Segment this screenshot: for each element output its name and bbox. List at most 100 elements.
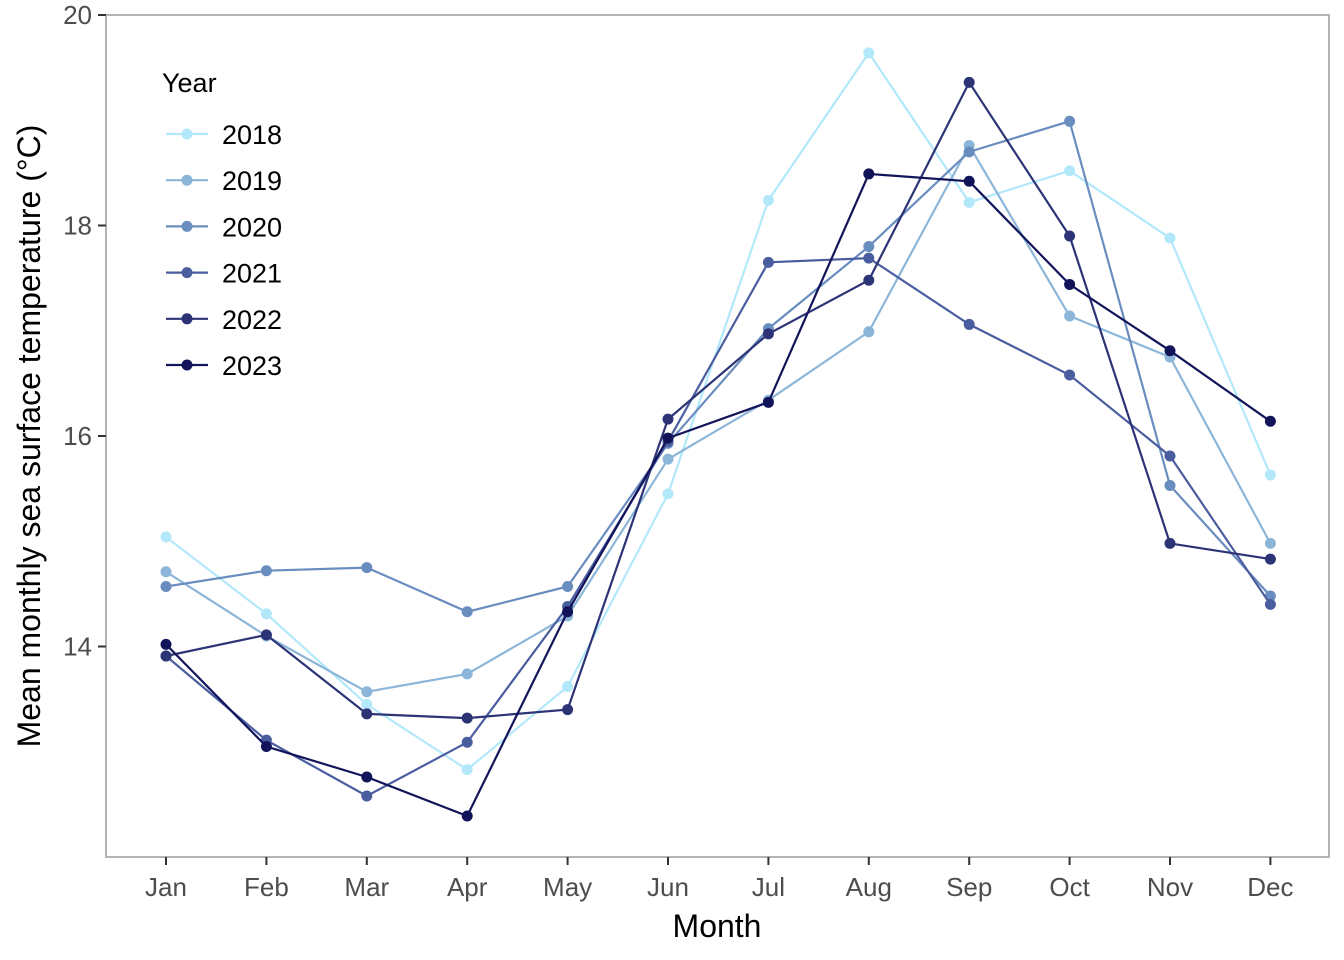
x-tick-label: Feb [244, 872, 289, 902]
data-point [1064, 115, 1076, 127]
data-point [361, 686, 373, 698]
series-layer [160, 47, 1276, 822]
x-tick-label: May [543, 872, 592, 902]
data-point [1264, 553, 1276, 565]
x-tick-label: Jun [647, 872, 689, 902]
data-point [1064, 278, 1076, 290]
series-2023 [160, 168, 1276, 822]
data-point [1164, 450, 1176, 462]
data-point [662, 432, 674, 444]
legend-item: 2021 [166, 259, 282, 289]
data-point [1164, 345, 1176, 357]
data-point [361, 562, 373, 574]
data-point [1164, 232, 1176, 244]
data-point [863, 326, 875, 338]
data-point [963, 318, 975, 330]
data-point [1164, 479, 1176, 491]
x-tick-label: Oct [1049, 872, 1090, 902]
y-tick-label: 20 [63, 0, 92, 30]
series-line [165, 143, 1272, 693]
data-point [1064, 369, 1076, 381]
x-tick-label: Jan [145, 872, 187, 902]
data-point [662, 413, 674, 425]
data-point [1264, 469, 1276, 481]
series-line [165, 172, 1272, 818]
data-point [1064, 230, 1076, 242]
legend-title: Year [162, 68, 217, 98]
x-tick-label: Jul [752, 872, 785, 902]
data-point [361, 708, 373, 720]
data-point [863, 47, 875, 59]
legend-label: 2021 [222, 259, 282, 289]
legend-label: 2020 [222, 212, 282, 242]
data-point [361, 790, 373, 802]
x-tick-label: Aug [846, 872, 892, 902]
data-point [1264, 415, 1276, 427]
data-point [963, 76, 975, 88]
data-point [160, 531, 172, 543]
legend-label: 2019 [222, 166, 282, 196]
data-point [863, 241, 875, 253]
legend-key-point [181, 220, 193, 232]
data-point [963, 146, 975, 158]
data-point [461, 736, 473, 748]
data-point [260, 565, 272, 577]
x-tick-label: Sep [946, 872, 992, 902]
data-point [662, 488, 674, 500]
data-point [461, 810, 473, 822]
legend-item: 2018 [166, 120, 282, 150]
y-tick-label: 14 [63, 632, 92, 662]
data-point [863, 274, 875, 286]
x-tick-label: Dec [1247, 872, 1293, 902]
data-point [562, 581, 574, 593]
data-point [1064, 310, 1076, 322]
y-tick-label: 16 [63, 421, 92, 451]
data-point [461, 606, 473, 618]
data-point [762, 396, 774, 408]
data-point [1264, 598, 1276, 610]
legend-item: 2020 [166, 212, 282, 242]
series-line [165, 256, 1272, 798]
data-point [160, 566, 172, 578]
series-line [165, 119, 1272, 613]
data-point [461, 668, 473, 680]
data-point [160, 638, 172, 650]
data-point [260, 740, 272, 752]
data-point [863, 168, 875, 180]
data-point [361, 771, 373, 783]
x-tick-label: Apr [447, 872, 488, 902]
data-point [160, 581, 172, 593]
data-point [1164, 537, 1176, 549]
legend-key-point [181, 128, 193, 140]
x-axis: Jan Feb Mar Apr May Jun Jul Aug Sep Oct Nov Dec [145, 857, 1294, 902]
data-point [361, 698, 373, 710]
data-point [963, 196, 975, 208]
legend-item: 2022 [166, 305, 282, 335]
data-point [260, 608, 272, 620]
data-point [260, 629, 272, 641]
data-point [762, 256, 774, 268]
data-point [562, 704, 574, 716]
x-axis-title: Month [673, 908, 762, 944]
series-line [165, 80, 1271, 720]
data-point [562, 606, 574, 618]
data-point [662, 453, 674, 465]
data-point [562, 680, 574, 692]
legend-key-point [181, 359, 193, 371]
legend: Year 2018 2019 2020 2021 2022 2023 [162, 68, 282, 381]
data-point [461, 712, 473, 724]
data-point [160, 650, 172, 662]
x-tick-label: Nov [1147, 872, 1193, 902]
x-tick-label: Mar [344, 872, 389, 902]
y-tick-label: 18 [63, 211, 92, 241]
legend-label: 2023 [222, 351, 282, 381]
legend-item: 2019 [166, 166, 282, 196]
legend-item: 2023 [166, 351, 282, 381]
legend-label: 2018 [222, 120, 282, 150]
data-point [461, 764, 473, 776]
plot-panel [105, 14, 1330, 858]
legend-label: 2022 [222, 305, 282, 335]
series-2022 [160, 76, 1276, 724]
legend-key-point [181, 267, 193, 279]
